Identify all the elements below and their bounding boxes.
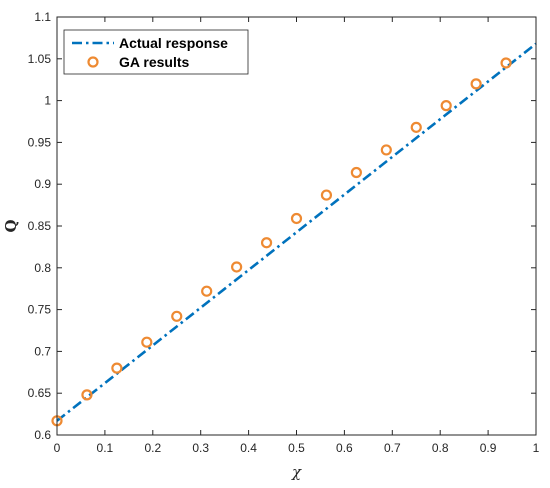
data-point-ga-results bbox=[320, 189, 333, 201]
y-tick-label: 0.95 bbox=[28, 135, 52, 149]
x-axis-label: χ bbox=[291, 463, 302, 481]
x-tick-label: 0.9 bbox=[480, 441, 497, 455]
y-tick-label: 0.8 bbox=[34, 261, 51, 275]
y-tick-label: 0.75 bbox=[28, 303, 52, 317]
plot-area bbox=[51, 42, 537, 427]
x-tick-label: 0.7 bbox=[384, 441, 401, 455]
x-tick-label: 0.4 bbox=[240, 441, 257, 455]
legend-label-actual-response: Actual response bbox=[119, 35, 228, 51]
y-tick-label: 1.05 bbox=[28, 52, 52, 66]
series-line-actual-response bbox=[56, 42, 537, 422]
legend: Actual response GA results bbox=[63, 29, 249, 75]
data-point-ga-results bbox=[470, 78, 482, 90]
data-point-ga-results bbox=[260, 237, 273, 249]
y-tick-label: 0.9 bbox=[34, 177, 51, 191]
x-tick-label: 0.5 bbox=[288, 441, 305, 455]
y-tick-label: 0.85 bbox=[28, 219, 52, 233]
y-tick-label: 0.6 bbox=[34, 428, 51, 442]
y-tick-label: 1 bbox=[44, 94, 51, 108]
axis-ticks: 0 0.1 0.2 0.3 0.4 0.5 0.6 0.7 0.8 0.9 1 0.6 0.65 0.7 0… bbox=[28, 10, 540, 455]
data-point-ga-results bbox=[171, 310, 183, 322]
x-tick-label: 0.8 bbox=[432, 441, 449, 455]
data-point-ga-results bbox=[141, 336, 153, 348]
data-point-ga-results bbox=[410, 121, 422, 133]
data-point-ga-results bbox=[350, 166, 362, 179]
data-point-ga-results bbox=[380, 144, 392, 156]
x-tick-label: 0.3 bbox=[192, 441, 209, 455]
y-axis-label: Q bbox=[2, 219, 20, 232]
x-tick-label: 0.1 bbox=[97, 441, 114, 455]
data-point-ga-results bbox=[111, 362, 123, 374]
data-point-ga-results bbox=[440, 100, 452, 112]
x-tick-label: 1 bbox=[533, 441, 540, 455]
x-tick-label: 0.6 bbox=[336, 441, 353, 455]
x-tick-label: 0.2 bbox=[144, 441, 161, 455]
legend-label-ga-results: GA results bbox=[119, 54, 189, 70]
y-tick-label: 0.65 bbox=[28, 386, 52, 400]
data-point-ga-results bbox=[231, 261, 243, 273]
legend-swatch-ga-results bbox=[87, 56, 99, 68]
data-point-ga-results bbox=[201, 285, 213, 297]
y-tick-label: 1.1 bbox=[34, 10, 51, 24]
axes-box bbox=[56, 16, 537, 436]
y-tick-label: 0.7 bbox=[34, 344, 51, 358]
x-tick-label: 0 bbox=[54, 441, 61, 455]
data-point-ga-results bbox=[290, 212, 303, 225]
data-point-ga-results bbox=[81, 389, 93, 401]
data-point-ga-results bbox=[500, 57, 512, 69]
